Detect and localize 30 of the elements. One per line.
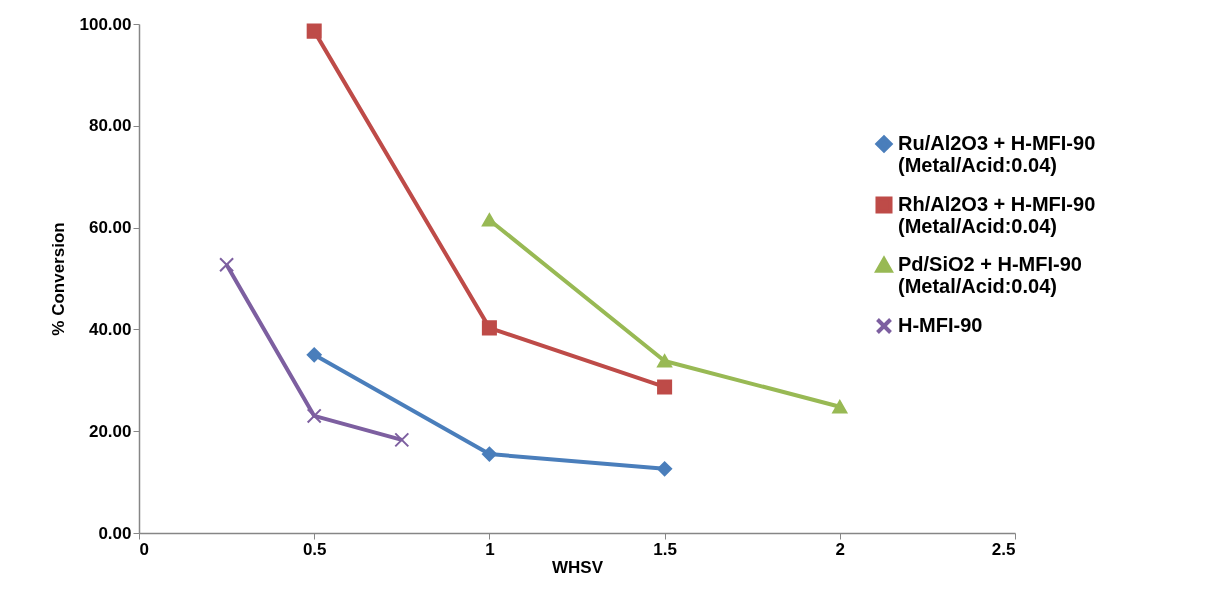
point — [219, 257, 235, 273]
point — [394, 432, 410, 448]
y-tick-label: 0.00 — [98, 523, 132, 543]
point — [657, 354, 673, 368]
point — [306, 408, 322, 424]
y-tick-label: 100.00 — [79, 14, 132, 34]
y-tick-label: 60.00 — [88, 218, 132, 238]
y-tick-label: 40.00 — [88, 319, 132, 339]
point — [481, 446, 497, 462]
x-tick-label: 1 — [485, 539, 495, 559]
x-tick-label: 0.5 — [302, 539, 327, 559]
x-tick-label: 2 — [835, 539, 846, 559]
x-tick-label: 0 — [139, 539, 149, 559]
point — [657, 379, 673, 395]
x-tick-label: 1.5 — [653, 539, 677, 559]
point — [481, 320, 497, 336]
x-tick-label: 2.5 — [991, 539, 1016, 559]
point — [306, 23, 322, 39]
legend-label: Ru/Al2O3 + H-MFI-90 (Metal/Acid:0.04) — [898, 132, 1096, 176]
x-axis-title: WHSV — [552, 557, 604, 577]
point — [306, 347, 322, 363]
y-tick-label: 20.00 — [88, 421, 132, 441]
point — [481, 213, 497, 227]
point — [657, 461, 673, 477]
legend-label: Pd/SiO2 + H-MFI-90 (Metal/Acid:0.04) — [898, 253, 1082, 297]
y-axis-title: % Conversion — [48, 222, 68, 336]
legend-label: H-MFI-90 — [898, 314, 983, 336]
legend-label: Rh/Al2O3 + H-MFI-90 (Metal/Acid:0.04) — [898, 193, 1096, 237]
point — [832, 400, 848, 414]
y-tick-label: 80.00 — [88, 116, 132, 136]
